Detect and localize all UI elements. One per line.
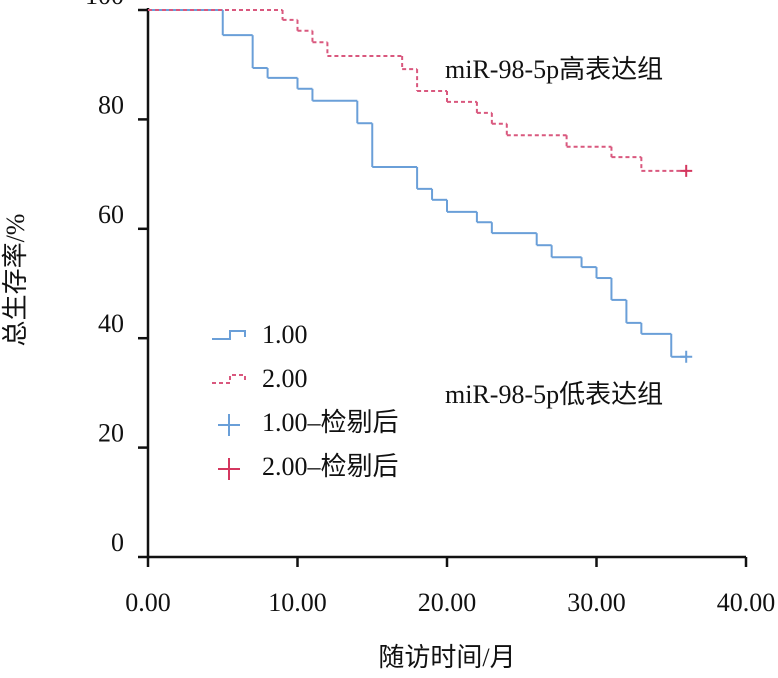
y-tick-label: 80 (98, 90, 124, 119)
x-tick-label: 40.00 (717, 588, 776, 617)
x-tick-label: 0.00 (125, 588, 171, 617)
x-tick-label: 30.00 (567, 588, 626, 617)
y-tick-label: 20 (98, 419, 124, 448)
censor-mark (680, 164, 693, 177)
legend-icon (212, 330, 246, 340)
legend-label: 2.00 (262, 364, 308, 393)
y-tick-label: 100 (85, 0, 124, 10)
legend-icon (218, 414, 240, 436)
y-tick-label: 0 (111, 528, 124, 557)
y-tick-label: 40 (98, 309, 124, 338)
x-tick-label: 20.00 (418, 588, 477, 617)
legend-label: 1.00 (262, 320, 308, 349)
legend-label: 1.00–检剔后 (262, 408, 399, 437)
x-axis-title: 随访时间/月 (378, 643, 515, 672)
legend-icon (218, 458, 240, 480)
y-axis-title: 总生存率/% (1, 214, 30, 347)
annotation: miR-98-5p高表达组 (445, 55, 663, 84)
x-tick-label: 10.00 (268, 588, 327, 617)
legend-icon (212, 374, 246, 384)
censor-mark (680, 350, 693, 363)
y-tick-label: 60 (98, 200, 124, 229)
annotation: miR-98-5p低表达组 (445, 380, 663, 409)
legend-label: 2.00–检剔后 (262, 452, 399, 481)
